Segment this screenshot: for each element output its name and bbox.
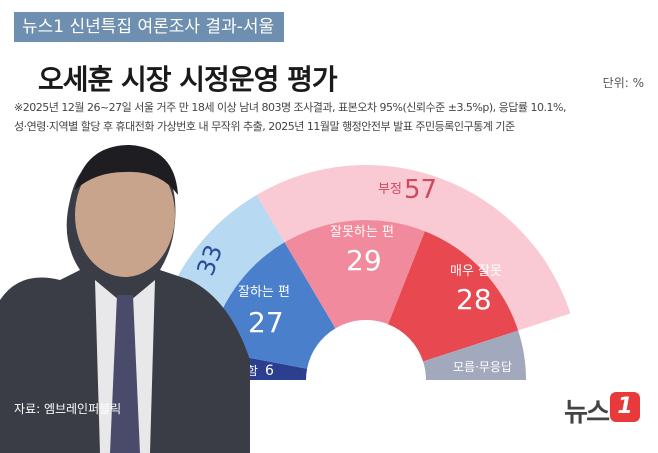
inner-segment-2 [284, 220, 425, 329]
survey-note-line-1: ※2025년 12월 26~27일 서울 거주 만 18세 이상 남녀 803명… [14, 101, 566, 114]
label-dk-value: 10 [524, 357, 546, 377]
inner-segment-3 [388, 231, 519, 362]
label-very-good-value: 6 [265, 363, 274, 379]
brand-logo-mark: 1 [610, 392, 640, 422]
header-badge: 뉴스1 신년특집 여론조사 결과-서울 [14, 12, 284, 42]
unit-label: 단위: % [602, 76, 644, 90]
label-good-value: 27 [248, 306, 284, 339]
label-good-name: 잘하는 편 [238, 285, 290, 300]
label-very-bad-value: 28 [456, 283, 492, 316]
label-dk-name: 모름·무응답 [453, 360, 512, 374]
survey-note: ※2025년 12월 26~27일 서울 거주 만 18세 이상 남녀 803명… [14, 98, 654, 136]
page-title: 오세훈 시장 시정운영 평가 [38, 63, 338, 96]
brand-logo-text: 뉴스 [564, 398, 610, 428]
label-bad-value: 29 [346, 244, 382, 277]
outer-segment-2 [518, 313, 581, 380]
source-label: 자료: 엠브레인퍼블릭 [14, 402, 122, 416]
survey-note-line-2: 성·연령·지역별 할당 후 휴대전화 가상번호 내 무작위 추출, 2025년 … [14, 120, 515, 133]
inner-segment-4 [423, 330, 526, 380]
label-bad-name: 잘못하는 편 [330, 225, 394, 240]
outer-segment-1 [256, 164, 571, 331]
label-very-bad-name: 매우 잘못 [450, 264, 502, 279]
mayor-photo [0, 145, 250, 453]
label-negative-value: 57 [404, 175, 437, 205]
label-negative-name: 부정 [378, 182, 402, 197]
